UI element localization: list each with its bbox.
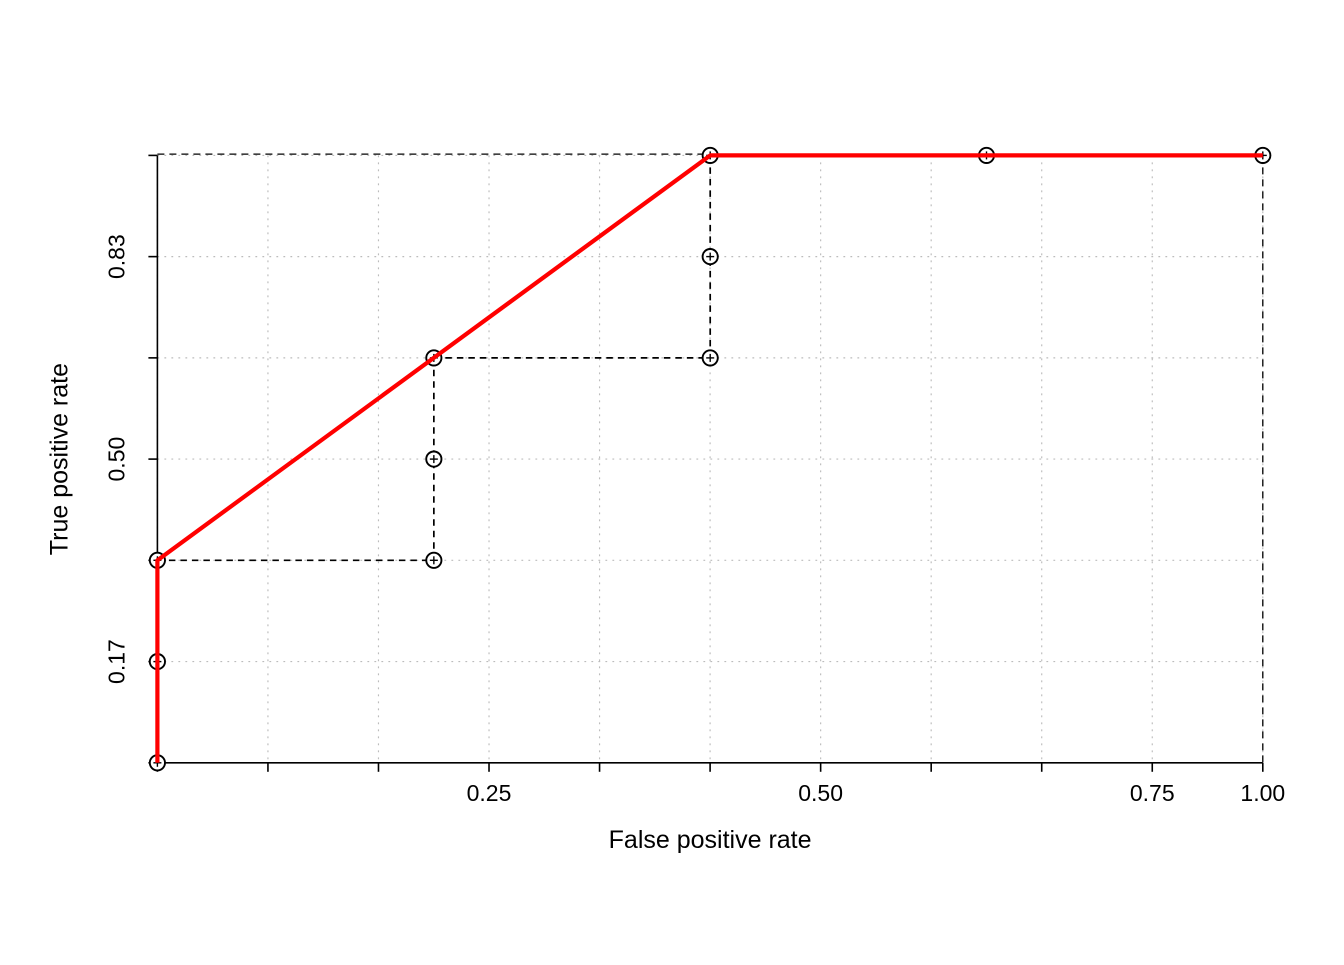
svg-text:0.50: 0.50 — [798, 780, 843, 806]
svg-text:0.50: 0.50 — [103, 437, 129, 482]
svg-text:1.00: 1.00 — [1240, 780, 1285, 806]
svg-text:0.25: 0.25 — [467, 780, 512, 806]
svg-text:True positive rate: True positive rate — [45, 363, 73, 555]
svg-text:0.17: 0.17 — [103, 639, 129, 684]
svg-text:False positive rate: False positive rate — [609, 826, 812, 854]
svg-text:0.83: 0.83 — [103, 234, 129, 279]
svg-text:0.75: 0.75 — [1130, 780, 1175, 806]
